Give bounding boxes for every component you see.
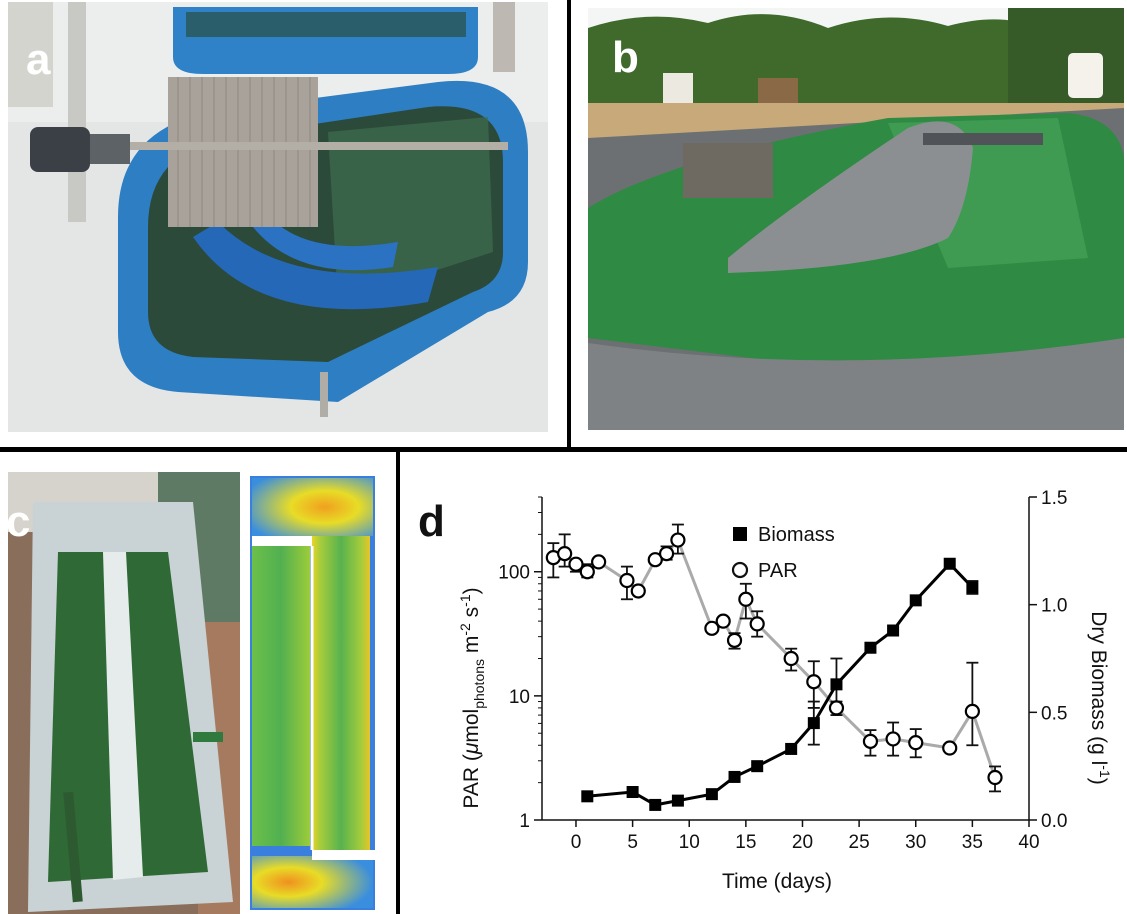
x-tick-label: 5 (627, 832, 638, 853)
x-tick-label: 20 (792, 832, 813, 853)
y-left-tick-label: 1 (519, 811, 530, 832)
x-tick-label: 10 (679, 832, 700, 853)
par-point (647, 552, 663, 568)
par-point (749, 616, 765, 632)
par-point (783, 650, 799, 667)
biomass-point (807, 717, 820, 730)
biomass-point (909, 594, 922, 607)
y-left-tick-label: 100 (498, 563, 530, 584)
biomass-point (728, 770, 741, 783)
par-point (987, 769, 1003, 786)
biomass-point (966, 581, 979, 594)
par-point (828, 700, 845, 716)
par-point (885, 731, 901, 747)
y-left-tick-label: 10 (509, 687, 530, 708)
par-point (579, 564, 595, 580)
par-point (704, 620, 720, 636)
panel-a-label: a (26, 35, 51, 84)
par-point (908, 735, 924, 751)
raceway-outdoor-illustration (588, 8, 1124, 430)
legend-par-label: PAR (758, 560, 798, 582)
biomass-point (581, 790, 594, 803)
vertical-divider-top (567, 0, 571, 450)
par-point (806, 674, 822, 690)
biomass-point (864, 641, 877, 654)
par-point (738, 591, 754, 607)
x-axis-label: Time (days) (722, 870, 832, 893)
x-tick-label: 35 (962, 832, 983, 853)
y-axis-label-right: Dry Biomass (g l-1) (1087, 611, 1113, 784)
panel-d-label: d (418, 497, 445, 546)
raceway-lab-illustration (8, 2, 548, 432)
panel-b-photo: b (588, 8, 1124, 430)
par-point (726, 632, 743, 648)
panel-c-cfd-map (250, 476, 375, 910)
par-point (862, 733, 879, 749)
biomass-point (943, 557, 956, 570)
biomass-point (751, 760, 764, 773)
y-axis-label-left: PAR (μmolphotons m-2 s-1) (457, 587, 487, 808)
cfd-velocity-map (250, 476, 375, 910)
par-point (557, 545, 573, 562)
par-point (670, 532, 686, 548)
par-point (715, 613, 731, 629)
y-right-tick-label: 0.5 (1041, 703, 1067, 724)
panel-c-label: c (8, 497, 31, 546)
biomass-point (785, 742, 798, 755)
x-tick-label: 0 (571, 832, 582, 853)
horizontal-divider (0, 447, 1127, 452)
par-point (568, 556, 584, 572)
x-tick-label: 30 (905, 832, 926, 853)
par-point (591, 554, 607, 570)
biomass-point (626, 786, 639, 799)
legend-biomass-label: Biomass (758, 524, 835, 546)
par-point (619, 572, 635, 589)
panel-c-photo: c (8, 472, 240, 914)
panel-b-label: b (612, 33, 639, 82)
biomass-point (649, 798, 662, 811)
biomass-point (830, 678, 843, 691)
x-tick-label: 25 (849, 832, 870, 853)
y-right-tick-label: 1.5 (1041, 488, 1067, 509)
biomass-point (671, 794, 684, 807)
par-point (630, 583, 646, 599)
biomass-point (705, 788, 718, 801)
biomass-point (887, 624, 900, 637)
legend-biomass-marker (733, 527, 747, 541)
y-right-tick-label: 0.0 (1041, 811, 1067, 832)
par-point (658, 545, 675, 562)
y-right-tick-label: 1.0 (1041, 596, 1067, 617)
photobioreactor-illustration (8, 472, 240, 914)
par-point (942, 740, 958, 756)
x-tick-label: 40 (1018, 832, 1039, 853)
panel-a-photo: a (8, 2, 548, 432)
biomass-par-chart: 0 5 10 15 20 25 30 35 40 1 10 100 0.0 0.5 1.0 1.5 Bioma… (457, 488, 1113, 893)
par-point (964, 703, 980, 719)
x-tick-label: 15 (735, 832, 756, 853)
legend-par-marker (731, 561, 749, 579)
vertical-divider-bottom (396, 452, 400, 914)
